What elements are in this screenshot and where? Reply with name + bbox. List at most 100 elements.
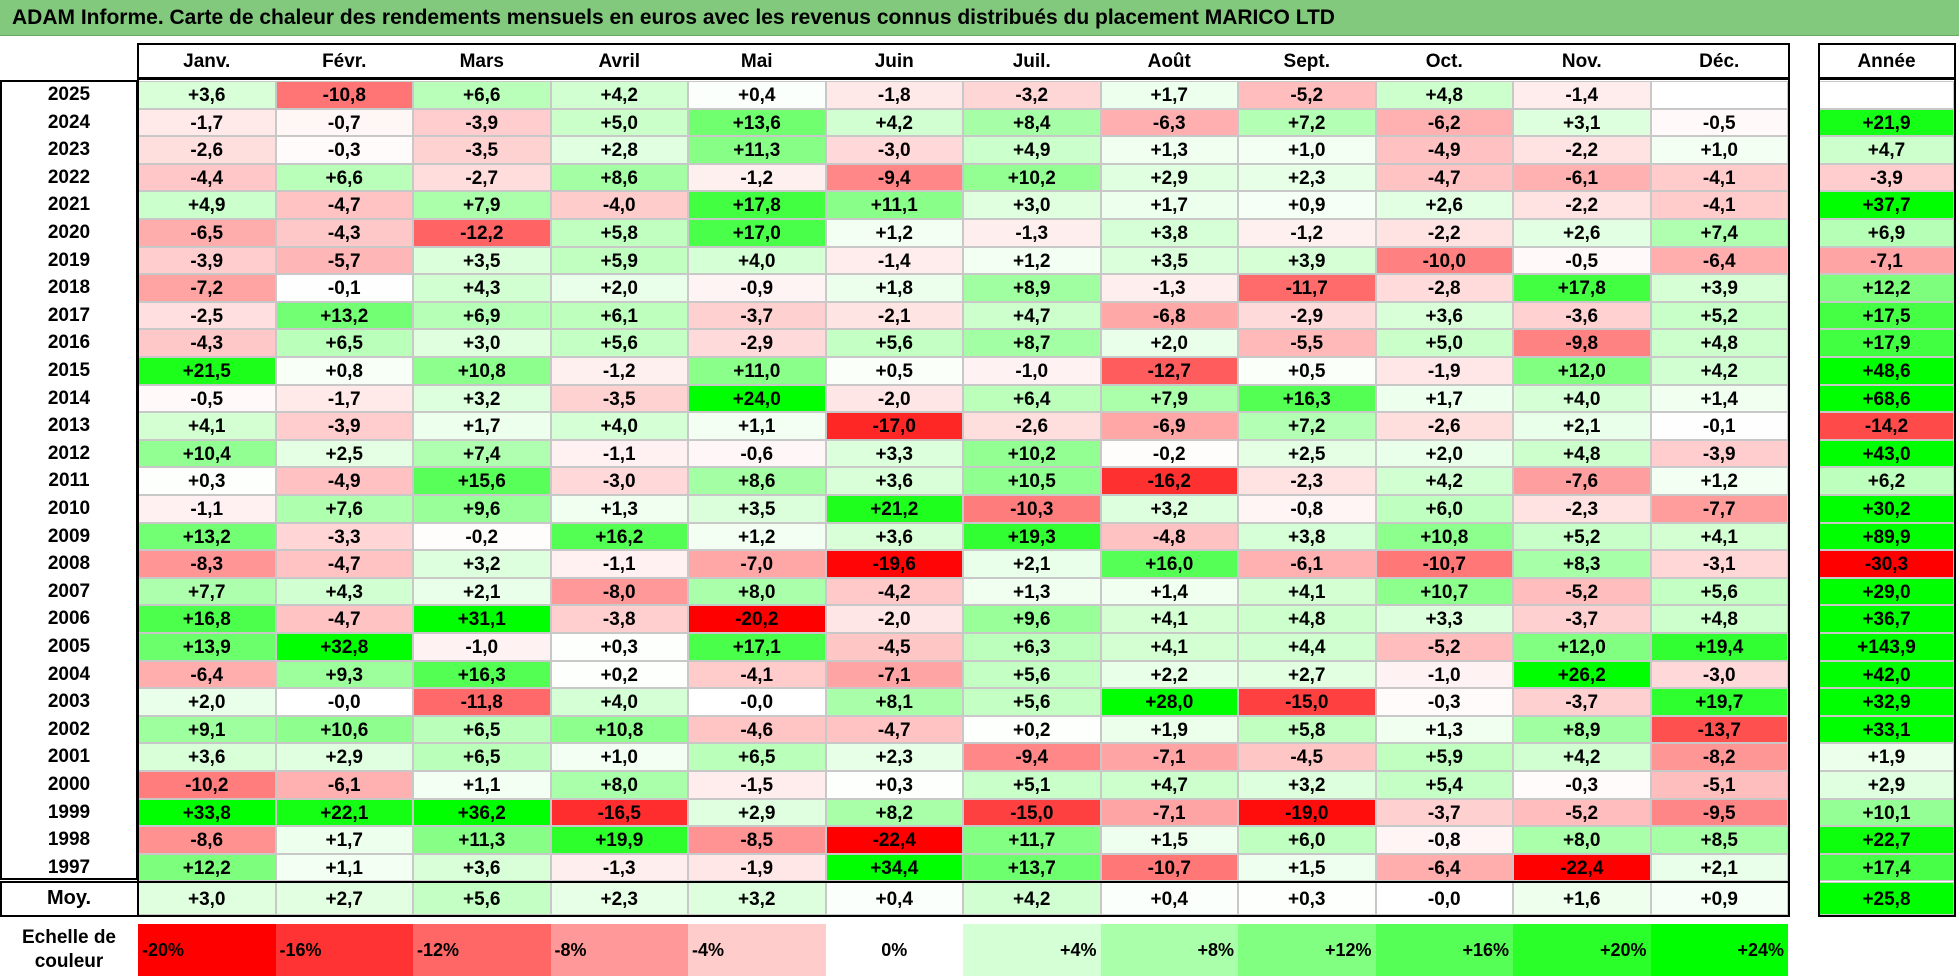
heatmap-cell: -6,4 xyxy=(1375,853,1513,882)
heatmap-cell: -8,5 xyxy=(688,826,826,854)
heatmap-cell: -5,2 xyxy=(1513,798,1651,827)
row-year-label: 2013 xyxy=(47,415,91,437)
heatmap-cell: +11,1 xyxy=(825,191,963,219)
heatmap-cell: +4,9 xyxy=(138,191,276,219)
heatmap-cell: +1,2 xyxy=(688,522,826,551)
average-cell: -0,0 xyxy=(1375,882,1513,915)
heatmap-cell: +12,0 xyxy=(1513,357,1651,385)
average-cell: +5,6 xyxy=(413,882,551,915)
heatmap-cell: +36,2 xyxy=(413,798,551,827)
heatmap-cell: +1,2 xyxy=(1650,467,1788,495)
heatmap-cell: +3,2 xyxy=(413,550,551,578)
heatmap-cell: -7,1 xyxy=(825,660,963,689)
heatmap-cell: -2,1 xyxy=(825,301,963,330)
annual-cell: +22,7 xyxy=(1819,826,1954,854)
heatmap-cell: -1,4 xyxy=(825,246,963,275)
row-year-label: 2001 xyxy=(47,746,91,768)
heatmap-cell: +2,1 xyxy=(1513,412,1651,440)
heatmap-cell: +2,8 xyxy=(550,136,688,164)
heatmap-cell: +1,7 xyxy=(275,826,413,854)
scale-swatch: +8% xyxy=(1100,924,1238,976)
row-year-label: 2000 xyxy=(47,774,91,795)
heatmap-cell: +5,9 xyxy=(550,246,688,275)
row-year-label: 2010 xyxy=(47,498,91,519)
heatmap-cell: -5,1 xyxy=(1650,771,1788,799)
heatmap-cell: +31,1 xyxy=(413,605,551,633)
annual-cell: +68,6 xyxy=(1819,384,1954,413)
heatmap-cell: -3,2 xyxy=(963,81,1101,109)
heatmap-cell: +6,5 xyxy=(413,715,551,744)
heatmap-cell: +4,0 xyxy=(550,412,688,440)
column-header: Oct. xyxy=(1375,44,1513,80)
heatmap-cell: -0,0 xyxy=(688,688,826,716)
row-year-label: 2023 xyxy=(47,139,91,161)
heatmap-cell: +16,0 xyxy=(1100,550,1238,578)
heatmap-cell: +22,1 xyxy=(275,798,413,827)
heatmap-cell: +1,2 xyxy=(963,246,1101,275)
heatmap-cell: -4,8 xyxy=(1100,522,1238,551)
heatmap-cell: +4,9 xyxy=(963,136,1101,164)
heatmap-cell: -0,5 xyxy=(138,384,276,413)
heatmap-cell: +3,3 xyxy=(825,439,963,468)
row-year-label: 2016 xyxy=(47,332,91,354)
heatmap-cell: -2,8 xyxy=(1375,274,1513,302)
heatmap-cell: -3,9 xyxy=(1650,439,1788,468)
scale-swatch: -4% xyxy=(688,924,826,976)
heatmap-cell: -15,0 xyxy=(963,798,1101,827)
heatmap-cell: -0,1 xyxy=(1650,412,1788,440)
heatmap-cell: +8,9 xyxy=(963,274,1101,302)
heatmap-cell: +17,8 xyxy=(688,191,826,219)
heatmap-cell: +5,2 xyxy=(1650,301,1788,330)
heatmap-cell: -4,1 xyxy=(688,660,826,689)
heatmap-cell: +6,5 xyxy=(275,329,413,357)
annual-cell: +12,2 xyxy=(1819,274,1954,302)
heatmap-cell: +4,7 xyxy=(1100,771,1238,799)
heatmap-cell: +6,4 xyxy=(963,384,1101,413)
heatmap-cell: +1,1 xyxy=(413,771,551,799)
heatmap-cell: -3,7 xyxy=(1375,798,1513,827)
heatmap-cell: +4,8 xyxy=(1375,81,1513,109)
heatmap-cell: +0,3 xyxy=(825,771,963,799)
heatmap-cell: -4,1 xyxy=(1650,163,1788,192)
heatmap-cell: -12,7 xyxy=(1100,357,1238,385)
column-header: Sept. xyxy=(1238,44,1376,80)
annual-cell: +42,0 xyxy=(1819,660,1954,689)
heatmap-cell: +2,0 xyxy=(1375,439,1513,468)
heatmap-cell: +4,3 xyxy=(413,274,551,302)
heatmap-cell: +2,1 xyxy=(963,550,1101,578)
annual-cell xyxy=(1819,81,1954,109)
heatmap-cell: +1,0 xyxy=(1650,136,1788,164)
heatmap-cell: -2,2 xyxy=(1375,219,1513,247)
heatmap-cell: +4,1 xyxy=(1100,605,1238,633)
heatmap-cell: -5,7 xyxy=(275,246,413,275)
heatmap-cell: -0,3 xyxy=(1375,688,1513,716)
column-header: Nov. xyxy=(1513,44,1651,80)
row-year-label: 2015 xyxy=(47,360,91,381)
heatmap-cell: +7,2 xyxy=(1238,412,1376,440)
annual-cell: +4,7 xyxy=(1819,136,1954,164)
heatmap-cell: +17,1 xyxy=(688,633,826,661)
heatmap-cell: -5,5 xyxy=(1238,329,1376,357)
heatmap-cell: +8,6 xyxy=(550,163,688,192)
heatmap-cell: +1,8 xyxy=(825,274,963,302)
heatmap-cell: +2,0 xyxy=(138,688,276,716)
heatmap-cell: -1,1 xyxy=(550,550,688,578)
heatmap-cell: +1,4 xyxy=(1100,577,1238,606)
heatmap-cell: +26,2 xyxy=(1513,660,1651,689)
row-year-label: 2022 xyxy=(47,166,91,188)
heatmap-cell: +4,0 xyxy=(550,688,688,716)
heatmap-cell: +10,8 xyxy=(1375,522,1513,551)
heatmap-cell: +1,9 xyxy=(1100,715,1238,744)
heatmap-cell: +6,5 xyxy=(688,743,826,771)
heatmap-cell: +2,6 xyxy=(1513,219,1651,247)
heatmap-cell: -8,6 xyxy=(138,826,276,854)
heatmap-cell: -0,6 xyxy=(688,439,826,468)
heatmap-cell: +2,7 xyxy=(1238,660,1376,689)
heatmap-cell: +21,2 xyxy=(825,495,963,523)
heatmap-cell: +19,7 xyxy=(1650,688,1788,716)
heatmap-cell: +9,6 xyxy=(413,495,551,523)
heatmap-cell: +1,2 xyxy=(825,219,963,247)
annual-cell: -7,1 xyxy=(1819,246,1954,275)
heatmap-cell: -6,4 xyxy=(138,660,276,689)
